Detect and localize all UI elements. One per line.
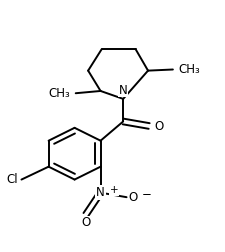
Text: Cl: Cl — [7, 173, 18, 186]
Text: O: O — [153, 119, 163, 133]
Text: N: N — [118, 84, 127, 97]
Text: N: N — [96, 186, 104, 199]
Text: CH₃: CH₃ — [178, 63, 199, 76]
Text: −: − — [141, 188, 151, 201]
Text: CH₃: CH₃ — [48, 87, 70, 100]
Text: O: O — [128, 191, 137, 204]
Text: O: O — [81, 216, 90, 229]
Text: +: + — [109, 185, 118, 195]
